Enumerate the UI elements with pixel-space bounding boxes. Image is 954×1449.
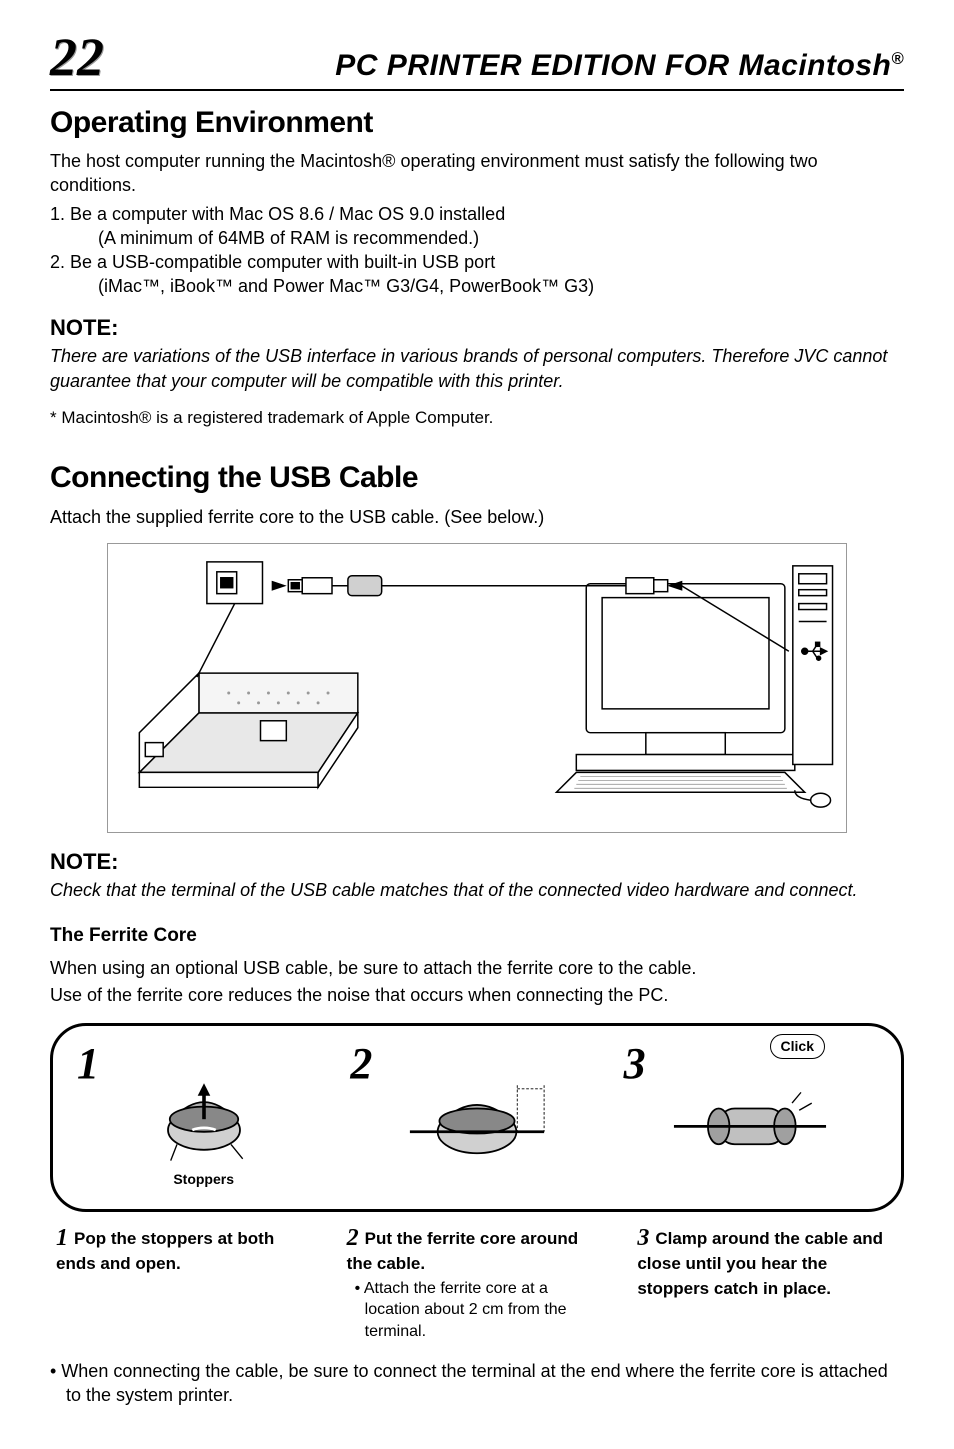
instr-1: 1 Pop the stoppers at both ends and open… <box>56 1226 317 1343</box>
header-title: PC PRINTER EDITION FOR Macintosh® <box>335 46 904 87</box>
note-label-2: NOTE: <box>50 847 904 877</box>
instr-3: 3 Clamp around the cable and close until… <box>637 1226 898 1343</box>
instr-2: 2 Put the ferrite core around the cable.… <box>347 1226 608 1343</box>
trademark-note: * Macintosh® is a registered trademark o… <box>50 407 904 430</box>
note-body-2: Check that the terminal of the USB cable… <box>50 878 904 902</box>
ferrite-line2: Use of the ferrite core reduces the nois… <box>50 983 904 1007</box>
ferrite-cable-icon <box>392 1076 562 1166</box>
page-number: 22 <box>50 30 104 84</box>
ferrite-steps-panel: Click 1 Stoppers 2 <box>50 1023 904 1212</box>
page-header: 22 PC PRINTER EDITION FOR Macintosh® <box>50 30 904 91</box>
ferrite-line1: When using an optional USB cable, be sur… <box>50 956 904 980</box>
env-intro: The host computer running the Macintosh®… <box>50 149 904 198</box>
ferrite-open-icon <box>119 1076 289 1166</box>
step-2-cell: 2 <box>350 1042 603 1189</box>
step-3-number: 3 <box>624 1042 646 1086</box>
stoppers-label: Stoppers <box>173 1170 234 1189</box>
condition-1: 1. Be a computer with Mac OS 8.6 / Mac O… <box>74 202 904 251</box>
condition-2: 2. Be a USB-compatible computer with bui… <box>74 250 904 299</box>
section-operating-environment: Operating Environment <box>50 103 904 144</box>
usb-connection-diagram <box>107 543 847 833</box>
step-1-number: 1 <box>77 1042 99 1086</box>
click-badge: Click <box>770 1034 825 1059</box>
usb-intro: Attach the supplied ferrite core to the … <box>50 505 904 529</box>
final-bullet: • When connecting the cable, be sure to … <box>50 1359 904 1408</box>
ferrite-closed-icon <box>665 1076 835 1166</box>
ferrite-core-heading: The Ferrite Core <box>50 923 904 949</box>
conditions-list: 1. Be a computer with Mac OS 8.6 / Mac O… <box>50 202 904 299</box>
section-usb-cable: Connecting the USB Cable <box>50 458 904 499</box>
note-label-1: NOTE: <box>50 313 904 343</box>
step-3-cell: 3 <box>624 1042 877 1189</box>
step-1-cell: 1 Stoppers <box>77 1042 330 1189</box>
ferrite-instructions: 1 Pop the stoppers at both ends and open… <box>50 1226 904 1343</box>
note-body-1: There are variations of the USB interfac… <box>50 344 904 393</box>
step-2-number: 2 <box>350 1042 372 1086</box>
